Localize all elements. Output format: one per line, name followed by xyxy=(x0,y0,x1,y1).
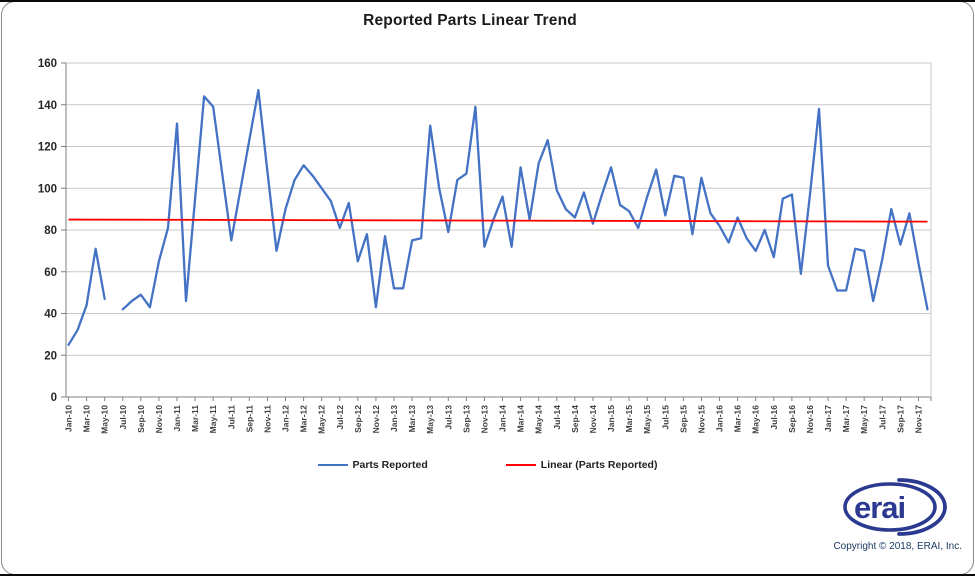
x-axis-label: Jan-16 xyxy=(715,405,725,432)
legend-item-linear-trend: Linear (Parts Reported) xyxy=(505,459,658,471)
x-axis-label: Sep-12 xyxy=(353,405,363,433)
x-axis-label: Sep-10 xyxy=(136,405,146,433)
x-axis-label: Jan-15 xyxy=(606,405,616,432)
erai-logo: erai xyxy=(830,476,960,538)
x-axis-label: Jul-13 xyxy=(443,405,453,430)
legend-label: Linear (Parts Reported) xyxy=(540,459,658,471)
x-axis-label: Jan-10 xyxy=(64,405,74,432)
y-axis-label: 40 xyxy=(44,309,57,321)
x-axis-label: Nov-16 xyxy=(805,405,815,434)
erai-logo-text: erai xyxy=(854,490,905,525)
x-axis-label: Nov-12 xyxy=(371,405,381,434)
series-line xyxy=(67,88,929,346)
x-axis-label: Sep-13 xyxy=(461,405,471,433)
y-axis-label: 60 xyxy=(44,267,57,279)
x-axis-label: Mar-13 xyxy=(407,405,417,433)
x-axis-label: Jul-14 xyxy=(552,405,562,430)
chart-title: Reported Parts Linear Trend xyxy=(363,12,577,29)
x-axis-label: May-15 xyxy=(642,405,652,434)
x-axis-label: Nov-11 xyxy=(262,405,272,433)
x-axis-label: May-14 xyxy=(534,405,544,434)
trend-line xyxy=(68,218,928,223)
x-axis-label: Jul-16 xyxy=(769,405,779,430)
bottom-border xyxy=(0,574,975,576)
y-axis-label: 80 xyxy=(44,225,57,237)
x-axis-label: May-16 xyxy=(751,405,761,434)
x-axis-label: Mar-15 xyxy=(624,405,634,433)
x-axis-label: Jan-17 xyxy=(823,405,833,432)
x-axis-label: Nov-13 xyxy=(479,405,489,434)
x-axis-label: Jan-14 xyxy=(498,405,508,432)
x-axis-label: Sep-17 xyxy=(895,405,905,433)
x-axis-label: Jan-12 xyxy=(281,405,291,432)
y-axis-label: 120 xyxy=(38,142,57,154)
y-axis-label: 20 xyxy=(44,350,57,362)
legend-label: Parts Reported xyxy=(352,459,428,471)
x-axis-label: Mar-17 xyxy=(841,405,851,433)
x-axis-label: Nov-10 xyxy=(154,405,164,434)
x-axis-label: Nov-17 xyxy=(913,405,923,434)
x-axis-label: Sep-15 xyxy=(678,405,688,433)
chart-legend: Parts Reported Linear (Parts Reported) xyxy=(0,459,975,471)
x-axis-label: Mar-11 xyxy=(190,405,200,432)
x-axis-label: May-13 xyxy=(425,405,435,434)
x-axis-label: Mar-14 xyxy=(516,405,526,433)
x-axis-label: Mar-16 xyxy=(733,405,743,433)
x-axis-label: Jan-11 xyxy=(172,405,182,432)
x-axis-label: Mar-12 xyxy=(299,405,309,433)
y-axis-label: 140 xyxy=(38,100,57,112)
x-axis-label: Mar-10 xyxy=(82,405,92,433)
x-axis-label: Jul-10 xyxy=(118,405,128,430)
x-axis-label: May-11 xyxy=(208,405,218,434)
x-axis-label: Sep-14 xyxy=(570,405,580,433)
x-axis-label: Jul-17 xyxy=(877,405,887,430)
x-axis-label: Sep-16 xyxy=(787,405,797,433)
x-axis-label: May-10 xyxy=(100,405,110,434)
y-axis-label: 160 xyxy=(38,58,57,70)
blue-line-swatch-icon xyxy=(317,464,348,466)
y-axis-label: 100 xyxy=(38,183,57,195)
legend-item-parts-reported: Parts Reported xyxy=(317,459,428,471)
x-axis-label: Sep-11 xyxy=(244,405,254,433)
top-border xyxy=(0,0,975,2)
x-axis-label: Jul-15 xyxy=(660,405,670,430)
copyright-text: Copyright © 2018, ERAI, Inc. xyxy=(833,541,962,552)
x-axis-label: Jul-11 xyxy=(226,405,236,429)
x-axis-label: Jul-12 xyxy=(335,405,345,430)
x-axis-label: Jan-13 xyxy=(389,405,399,432)
red-line-swatch-icon xyxy=(505,464,536,466)
y-axis-label: 0 xyxy=(51,392,57,404)
x-axis-label: Nov-15 xyxy=(696,405,706,434)
x-axis-label: May-17 xyxy=(859,405,869,434)
x-axis-label: May-12 xyxy=(317,405,327,434)
x-axis-label: Nov-14 xyxy=(588,405,598,434)
